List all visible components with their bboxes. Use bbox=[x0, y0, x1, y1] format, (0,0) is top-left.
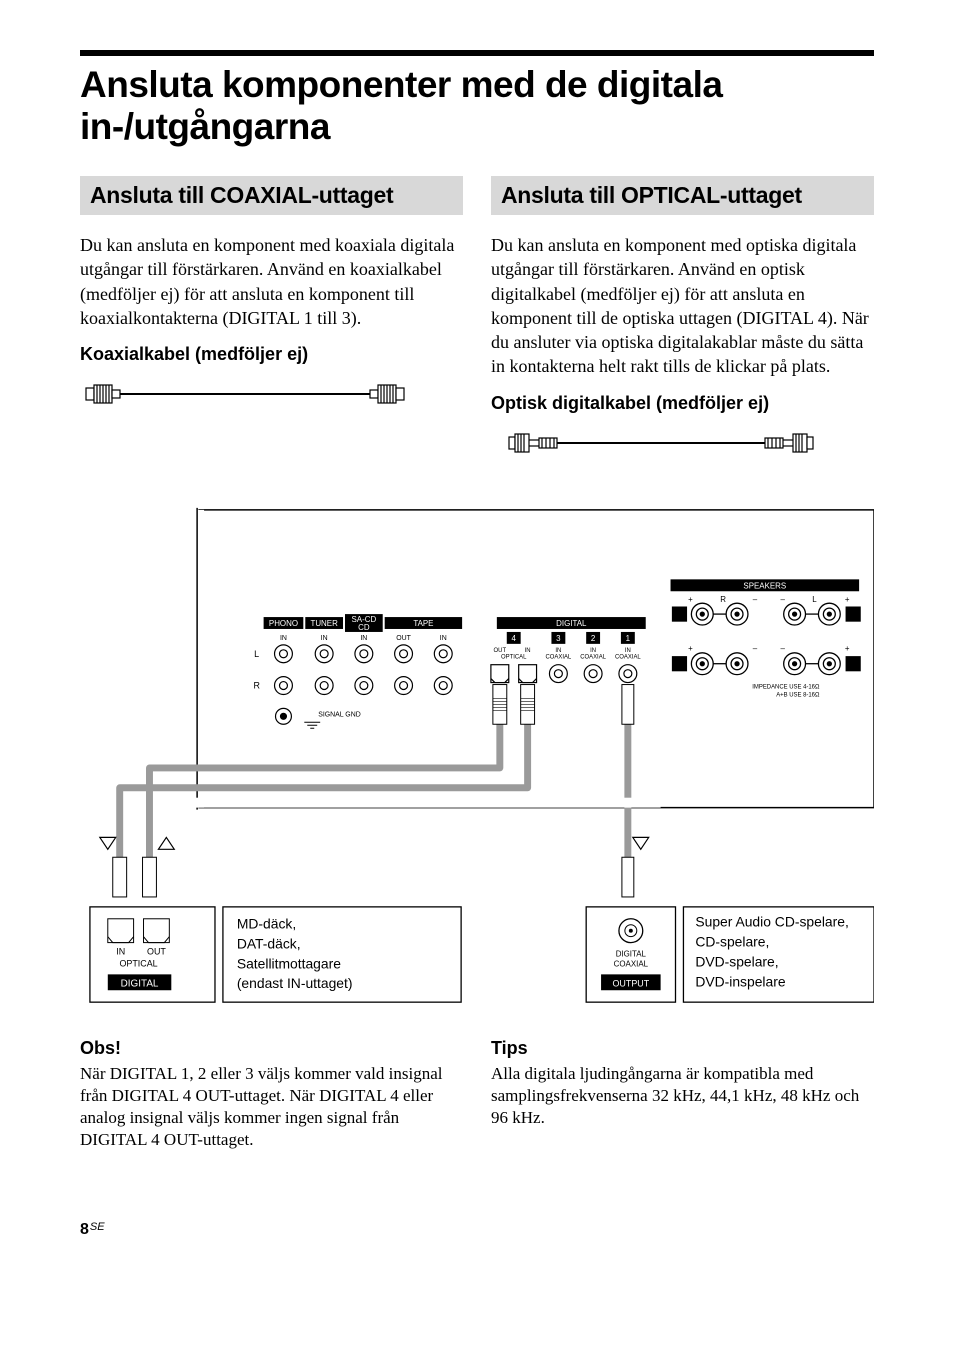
svg-text:IN: IN bbox=[321, 635, 328, 642]
svg-text:L: L bbox=[812, 595, 817, 604]
svg-text:COAXIAL: COAXIAL bbox=[615, 655, 641, 661]
svg-text:COAXIAL: COAXIAL bbox=[546, 655, 572, 661]
left-column: Ansluta till COAXIAL-uttaget Du kan ansl… bbox=[80, 176, 463, 458]
tips-block: Tips Alla digitala ljudingångarna är kom… bbox=[491, 1038, 874, 1151]
svg-text:A+B USE 8-16Ω: A+B USE 8-16Ω bbox=[776, 692, 820, 698]
svg-text:IN: IN bbox=[116, 946, 125, 956]
page-number-value: 8 bbox=[80, 1221, 89, 1238]
svg-text:DIGITAL: DIGITAL bbox=[121, 978, 159, 989]
svg-text:4: 4 bbox=[512, 634, 517, 643]
page-number: 8SE bbox=[80, 1221, 874, 1239]
svg-text:OUTPUT: OUTPUT bbox=[612, 978, 649, 988]
svg-text:SPEAKERS: SPEAKERS bbox=[743, 581, 786, 590]
svg-text:DVD-inspelare: DVD-inspelare bbox=[695, 973, 786, 989]
svg-text:3: 3 bbox=[556, 634, 561, 643]
svg-text:L: L bbox=[254, 649, 259, 659]
svg-text:R: R bbox=[720, 595, 726, 604]
right-column: Ansluta till OPTICAL-uttaget Du kan ansl… bbox=[491, 176, 874, 458]
right-paragraph: Du kan ansluta en komponent med optiska … bbox=[491, 233, 874, 379]
right-cable-label: Optisk digitalkabel (medföljer ej) bbox=[491, 393, 874, 414]
left-cable-label: Koaxialkabel (medföljer ej) bbox=[80, 344, 463, 365]
svg-text:IN: IN bbox=[280, 635, 287, 642]
coaxial-cable-icon bbox=[80, 379, 410, 409]
optical-cable-icon bbox=[491, 428, 841, 458]
note-tip-row: Obs! När DIGITAL 1, 2 eller 3 väljs komm… bbox=[80, 1038, 874, 1151]
svg-text:IN: IN bbox=[440, 635, 447, 642]
svg-text:(endast IN-uttaget): (endast IN-uttaget) bbox=[237, 975, 353, 991]
svg-text:–: – bbox=[753, 644, 758, 653]
left-paragraph: Du kan ansluta en komponent med koaxiala… bbox=[80, 233, 463, 330]
page-region: SE bbox=[90, 1221, 105, 1233]
svg-text:PHONO: PHONO bbox=[269, 619, 298, 628]
obs-text: När DIGITAL 1, 2 eller 3 väljs kommer va… bbox=[80, 1063, 463, 1151]
svg-text:–: – bbox=[753, 595, 758, 604]
page-top-rule bbox=[80, 50, 874, 56]
svg-text:IN: IN bbox=[555, 648, 561, 654]
svg-text:DIGITAL: DIGITAL bbox=[556, 619, 587, 628]
two-column-layout: Ansluta till COAXIAL-uttaget Du kan ansl… bbox=[80, 176, 874, 458]
svg-text:A: A bbox=[676, 659, 682, 669]
svg-text:SIGNAL GND: SIGNAL GND bbox=[318, 711, 361, 718]
obs-head: Obs! bbox=[80, 1038, 463, 1059]
svg-text:+: + bbox=[688, 595, 693, 604]
svg-text:CD: CD bbox=[358, 623, 370, 632]
obs-block: Obs! När DIGITAL 1, 2 eller 3 väljs komm… bbox=[80, 1038, 463, 1151]
svg-text:COAXIAL: COAXIAL bbox=[580, 655, 606, 661]
page-title: Ansluta komponenter med de digitala in-/… bbox=[80, 64, 874, 148]
svg-text:Super Audio CD-spelare,: Super Audio CD-spelare, bbox=[695, 914, 848, 930]
svg-text:–: – bbox=[780, 595, 785, 604]
svg-text:TUNER: TUNER bbox=[310, 619, 338, 628]
svg-text:IMPEDANCE USE 4-16Ω: IMPEDANCE USE 4-16Ω bbox=[752, 684, 820, 690]
svg-text:OUT: OUT bbox=[147, 946, 166, 956]
svg-text:OPTICAL: OPTICAL bbox=[501, 655, 527, 661]
svg-text:CD-spelare,: CD-spelare, bbox=[695, 933, 769, 949]
svg-text:B: B bbox=[676, 610, 682, 620]
svg-text:+: + bbox=[845, 644, 850, 653]
tips-head: Tips bbox=[491, 1038, 874, 1059]
svg-text:COAXIAL: COAXIAL bbox=[614, 959, 649, 968]
svg-text:+: + bbox=[688, 644, 693, 653]
svg-text:Satellitmottagare: Satellitmottagare bbox=[237, 955, 341, 971]
svg-text:DIGITAL: DIGITAL bbox=[616, 949, 647, 958]
svg-text:IN: IN bbox=[590, 648, 596, 654]
svg-text:MD-däck,: MD-däck, bbox=[237, 915, 296, 931]
svg-text:1: 1 bbox=[626, 634, 631, 643]
svg-text:B: B bbox=[850, 610, 856, 620]
svg-text:+: + bbox=[845, 595, 850, 604]
svg-text:DAT-däck,: DAT-däck, bbox=[237, 935, 301, 951]
rear-panel-diagram: PHONO TUNER SA-CDCD TAPE IN IN IN OUT IN… bbox=[80, 498, 874, 1018]
svg-text:–: – bbox=[780, 644, 785, 653]
svg-text:IN: IN bbox=[525, 648, 531, 654]
section-head-coaxial: Ansluta till COAXIAL-uttaget bbox=[80, 176, 463, 215]
svg-text:2: 2 bbox=[591, 634, 596, 643]
section-head-optical: Ansluta till OPTICAL-uttaget bbox=[491, 176, 874, 215]
svg-text:DVD-spelare,: DVD-spelare, bbox=[695, 953, 778, 969]
svg-text:A: A bbox=[850, 659, 856, 669]
svg-text:OUT: OUT bbox=[396, 635, 411, 642]
svg-text:R: R bbox=[253, 680, 260, 690]
tips-text: Alla digitala ljudingångarna är kompatib… bbox=[491, 1063, 874, 1129]
svg-text:IN: IN bbox=[360, 635, 367, 642]
svg-text:OPTICAL: OPTICAL bbox=[119, 958, 157, 968]
svg-text:TAPE: TAPE bbox=[413, 619, 433, 628]
svg-text:OUT: OUT bbox=[494, 648, 507, 654]
svg-text:IN: IN bbox=[625, 648, 631, 654]
